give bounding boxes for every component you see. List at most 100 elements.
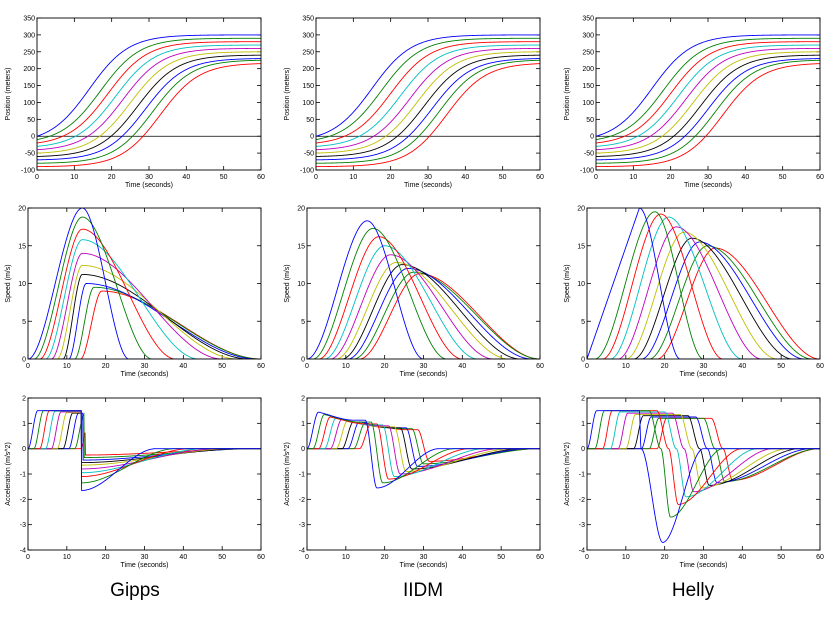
helly-acceleration-series-6 xyxy=(587,414,820,489)
gipps-acceleration-series-2 xyxy=(28,410,261,484)
iidm-position-xlabel: Time (seconds) xyxy=(404,182,452,189)
gipps-position-ytick-label: 300 xyxy=(23,32,35,39)
iidm-speed-frame xyxy=(306,207,541,360)
gipps-speed-ytick-label: 0 xyxy=(22,357,26,364)
helly-acceleration-series-8 xyxy=(587,416,820,484)
iidm-speed-series-6 xyxy=(307,261,540,359)
iidm-acceleration-series-group xyxy=(307,411,540,489)
helly-acceleration-series-1 xyxy=(587,410,820,543)
gipps-position-xtick-label: 20 xyxy=(108,174,116,181)
iidm-speed-ytick-label: 15 xyxy=(297,243,305,250)
helly-position-series-6 xyxy=(596,51,820,154)
iidm-position-ytick-label: 200 xyxy=(302,66,314,73)
iidm-speed-series-10 xyxy=(307,273,540,359)
gipps-acceleration-ytick-label: -1 xyxy=(20,472,26,479)
gipps-speed-series-1 xyxy=(28,208,261,359)
gipps-acceleration-ytick-label: 2 xyxy=(22,396,26,403)
helly-speed-xtick-label: 20 xyxy=(661,363,669,370)
gipps-position-series-6 xyxy=(37,51,261,154)
gipps-position-series-group xyxy=(37,34,261,168)
helly-position-frame xyxy=(595,17,821,171)
gipps-acceleration-series-1 xyxy=(28,410,261,491)
gipps-acceleration-chart: 0 10 20 30 40 50 60 -4 -3 -2 -1 0 1 2 Time (seconds) Ac… xyxy=(5,396,265,570)
iidm-acceleration-ytick-label: -2 xyxy=(299,497,305,504)
gipps-position-xtick-label: 60 xyxy=(257,174,265,181)
gipps-acceleration-xtick-label: 50 xyxy=(218,554,226,561)
iidm-position-xtick-label: 10 xyxy=(349,174,357,181)
gipps-speed-xlabel: Time (seconds) xyxy=(121,371,169,378)
iidm-position-frame xyxy=(315,17,541,171)
helly-speed-ylabel: Speed (m/s) xyxy=(564,264,571,302)
iidm-acceleration-xtick-label: 20 xyxy=(381,554,389,561)
helly-speed-series-5 xyxy=(587,226,820,359)
gipps-position-ytick-label: -100 xyxy=(21,168,35,175)
helly-position-xtick-label: 20 xyxy=(667,174,675,181)
iidm-acceleration-ytick-label: -3 xyxy=(299,522,305,529)
iidm-position-ylabel: Position (meters) xyxy=(284,68,291,121)
gipps-speed-xtick-label: 60 xyxy=(257,363,265,370)
iidm-acceleration-series-8 xyxy=(307,421,540,467)
iidm-acceleration-series-9 xyxy=(307,422,540,465)
helly-speed-ytick-label: 15 xyxy=(577,243,585,250)
gipps-acceleration-ytick-label: -4 xyxy=(20,548,26,555)
iidm-acceleration-ytick-label: 1 xyxy=(301,421,305,428)
gipps-position-series-1 xyxy=(37,34,261,137)
iidm-position-ytick-label: 300 xyxy=(302,32,314,39)
gipps-acceleration-xtick-label: 30 xyxy=(141,554,149,561)
helly-position-ytick-label: 200 xyxy=(582,66,594,73)
gipps-speed-series-9 xyxy=(28,286,261,359)
helly-position-series-3 xyxy=(596,41,820,144)
gipps-position-ytick-label: 150 xyxy=(23,83,35,90)
helly-position-series-5 xyxy=(596,47,820,151)
helly-acceleration-xtick-label: 30 xyxy=(700,554,708,561)
helly-speed-chart: 0 10 20 30 40 50 60 0 5 10 15 20 Time (seconds) Speed… xyxy=(564,206,824,379)
helly-speed-series-3 xyxy=(587,213,820,359)
helly-position-series-4 xyxy=(596,44,820,147)
iidm-acceleration-series-7 xyxy=(307,421,540,470)
gipps-speed-xtick-label: 0 xyxy=(26,363,30,370)
gipps-position-ytick-label: 350 xyxy=(23,16,35,23)
helly-speed-xtick-label: 10 xyxy=(622,363,630,370)
helly-speed-series-1 xyxy=(587,208,820,359)
iidm-acceleration-series-1 xyxy=(307,411,540,489)
gipps-acceleration-xtick-label: 60 xyxy=(257,554,265,561)
gipps-acceleration-xtick-label: 0 xyxy=(26,554,30,561)
iidm-acceleration-ylabel: Acceleration (m/s^2) xyxy=(284,442,291,506)
helly-speed-xtick-label: 40 xyxy=(738,363,746,370)
iidm-position-ytick-label: 250 xyxy=(302,49,314,56)
gipps-speed-series-4 xyxy=(28,239,261,359)
iidm-position-ytick-label: 100 xyxy=(302,100,314,107)
helly-speed-series-10 xyxy=(587,247,820,359)
iidm-position-series-10 xyxy=(316,63,540,168)
gipps-position-xtick-label: 0 xyxy=(35,174,39,181)
helly-acceleration-xlabel: Time (seconds) xyxy=(680,562,728,569)
iidm-position-series-8 xyxy=(316,58,540,161)
helly-position-ylabel: Position (meters) xyxy=(564,68,571,121)
iidm-speed-ytick-label: 0 xyxy=(301,357,305,364)
iidm-position-series-4 xyxy=(316,44,540,147)
iidm-acceleration-xlabel: Time (seconds) xyxy=(400,562,448,569)
helly-position-ytick-label: 300 xyxy=(582,32,594,39)
gipps-acceleration-ytick-label: -2 xyxy=(20,497,26,504)
iidm-acceleration-frame xyxy=(306,397,541,551)
gipps-position-xtick-label: 40 xyxy=(182,174,190,181)
iidm-speed-series-4 xyxy=(307,245,540,359)
iidm-position-ytick-label: -50 xyxy=(304,151,314,158)
helly-position-chart: 0 10 20 30 40 50 60 -100 -50 0 50 100 150 200 250 300 35… xyxy=(564,16,824,190)
helly-position-ytick-label: 150 xyxy=(582,83,594,90)
gipps-acceleration-series-group xyxy=(28,410,261,491)
helly-acceleration-xtick-label: 50 xyxy=(777,554,785,561)
iidm-speed-chart: 0 10 20 30 40 50 60 0 5 10 15 20 Time (seconds) Speed… xyxy=(284,206,544,379)
iidm-acceleration-xtick-label: 0 xyxy=(305,554,309,561)
helly-acceleration-ytick-label: -4 xyxy=(579,548,585,555)
gipps-acceleration-xtick-label: 40 xyxy=(179,554,187,561)
helly-position-xtick-label: 40 xyxy=(741,174,749,181)
iidm-position-xtick-label: 0 xyxy=(314,174,318,181)
gipps-acceleration-xtick-label: 10 xyxy=(63,554,71,561)
helly-speed-series-4 xyxy=(587,216,820,359)
helly-acceleration-xtick-label: 0 xyxy=(585,554,589,561)
iidm-acceleration-ytick-label: 2 xyxy=(301,396,305,403)
gipps-speed-series-8 xyxy=(28,283,261,359)
helly-speed-ytick-label: 5 xyxy=(581,319,585,326)
helly-speed-ytick-label: 10 xyxy=(577,281,585,288)
